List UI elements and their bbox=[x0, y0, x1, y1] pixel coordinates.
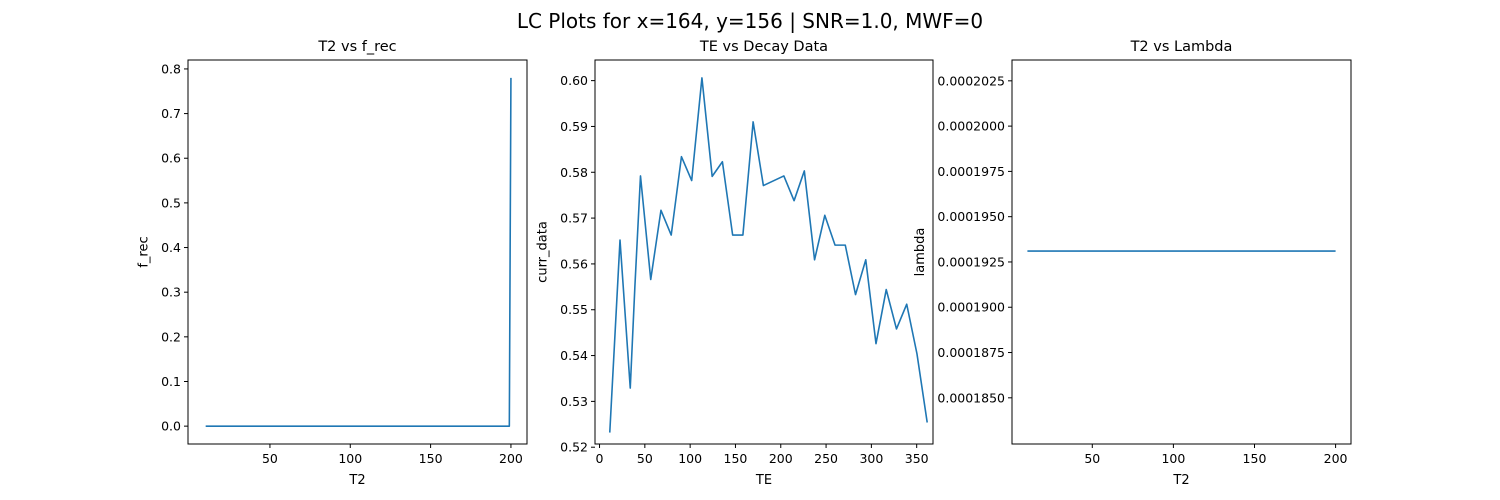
series-line bbox=[608, 77, 928, 433]
y-tick-label: 0.0 bbox=[161, 419, 181, 434]
y-axis-label: lambda bbox=[913, 228, 928, 277]
x-tick-label: 200 bbox=[499, 451, 523, 466]
y-axis-label: curr_data bbox=[535, 221, 550, 283]
y-tick-label: 0.0001925 bbox=[937, 254, 1005, 269]
x-tick-label: 50 bbox=[262, 451, 278, 466]
subplot-2: 0 50 100 150 200 250 300 350 0.52 0.53 0.54 0.55 0.5… bbox=[535, 39, 934, 488]
x-tick-label: 50 bbox=[637, 451, 653, 466]
y-tick-label: 0.52 bbox=[560, 440, 588, 455]
y-tick-label: 0.8 bbox=[161, 61, 181, 76]
y-tick-label: 0.6 bbox=[161, 151, 181, 166]
y-tick-label: 0.59 bbox=[560, 119, 588, 134]
y-tick-label: 0.56 bbox=[560, 256, 588, 271]
y-tick-label: 0.3 bbox=[161, 285, 181, 300]
axes-frame bbox=[594, 59, 934, 445]
y-tick-label: 0.60 bbox=[560, 73, 588, 88]
y-tick-label: 0.7 bbox=[161, 106, 181, 121]
y-tick-label: 0.1 bbox=[161, 374, 181, 389]
x-tick-label: 350 bbox=[905, 451, 929, 466]
y-tick-label: 0.55 bbox=[560, 302, 588, 317]
x-tick-label: 250 bbox=[814, 451, 838, 466]
axes-layer: 50 100 150 200 0.0 0.1 0.2 0.3 0.4 0.5 0.6 0.7 0.8 T2… bbox=[136, 39, 1352, 488]
x-tick-label: 200 bbox=[1324, 451, 1348, 466]
y-tick-label: 0.53 bbox=[560, 394, 588, 409]
x-axis-label: TE bbox=[755, 473, 772, 488]
x-tick-label: 200 bbox=[769, 451, 793, 466]
subplot-3: 50 100 150 200 0.0001850 0.0001875 0.0001900 0.… bbox=[913, 39, 1352, 488]
y-tick-label: 0.0001850 bbox=[937, 390, 1005, 405]
x-tick-label: 0 bbox=[596, 451, 604, 466]
y-tick-label: 0.58 bbox=[560, 165, 588, 180]
axes-frame bbox=[1011, 59, 1352, 445]
y-tick-label: 0.5 bbox=[161, 195, 181, 210]
x-axis-label: T2 bbox=[348, 473, 365, 488]
axes-frame bbox=[187, 59, 528, 445]
y-tick-label: 0.0001875 bbox=[937, 345, 1005, 360]
y-tick-label: 0.4 bbox=[161, 240, 181, 255]
subplot-1: 50 100 150 200 0.0 0.1 0.2 0.3 0.4 0.5 0.6 0.7 0.8 T2… bbox=[136, 39, 528, 488]
x-tick-label: 50 bbox=[1084, 451, 1100, 466]
y-tick-label: 0.0001900 bbox=[937, 300, 1005, 315]
y-tick-label: 0.57 bbox=[560, 211, 588, 226]
x-axis-label: T2 bbox=[1172, 473, 1189, 488]
figure-suptitle: LC Plots for x=164, y=156 | SNR=1.0, MWF… bbox=[517, 9, 983, 33]
y-tick-label: 0.0002025 bbox=[937, 73, 1005, 88]
x-tick-label: 150 bbox=[419, 451, 443, 466]
subplot-title: T2 vs f_rec bbox=[317, 39, 396, 55]
x-tick-label: 150 bbox=[1243, 451, 1267, 466]
subplot-title: TE vs Decay Data bbox=[699, 39, 828, 55]
x-tick-label: 150 bbox=[724, 451, 748, 466]
x-tick-label: 100 bbox=[678, 451, 702, 466]
subplot-title: T2 vs Lambda bbox=[1130, 39, 1233, 55]
y-tick-label: 0.0002000 bbox=[937, 119, 1005, 134]
y-tick-label: 0.2 bbox=[161, 329, 181, 344]
x-tick-label: 300 bbox=[859, 451, 883, 466]
x-tick-label: 100 bbox=[338, 451, 362, 466]
y-axis-label: f_rec bbox=[136, 236, 151, 267]
y-tick-label: 0.0001950 bbox=[937, 209, 1005, 224]
y-tick-label: 0.54 bbox=[560, 348, 588, 363]
x-tick-label: 100 bbox=[1161, 451, 1185, 466]
series-line bbox=[205, 77, 512, 427]
y-tick-label: 0.0001975 bbox=[937, 164, 1005, 179]
